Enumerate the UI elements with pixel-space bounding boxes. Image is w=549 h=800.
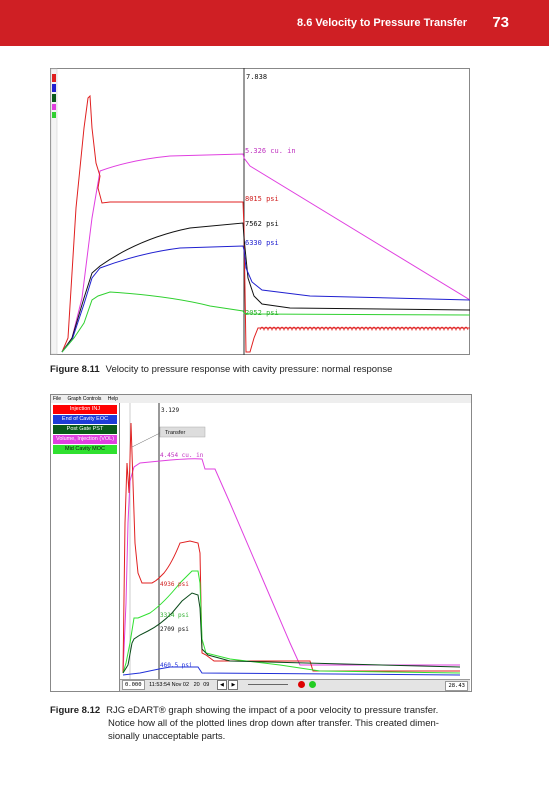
legend-panel: Injection INJ End of Cavity EOC Post Gat…	[51, 403, 120, 691]
caption-text: Velocity to pressure response with cavit…	[105, 364, 393, 375]
post-gate-label: 2709 psi	[160, 626, 189, 633]
injection-label: 8015 psi	[245, 195, 279, 203]
injection-curve	[61, 94, 470, 353]
injection-curve	[122, 422, 460, 674]
moc-label: 3314 psi	[160, 612, 189, 619]
figure-label: Figure 8.12	[50, 705, 101, 716]
caption-line-1: RJG eDART® graph showing the impact of a…	[106, 705, 439, 716]
eoc-label: 460.5 psi	[160, 662, 193, 669]
page-header: 8.6 Velocity to Pressure Transfer 73	[0, 0, 549, 46]
figure-8-12-graph: 3.129 Transfer 4.454 cu. in 4936 psi 331…	[122, 403, 461, 679]
prev-button[interactable]: ◀	[216, 680, 227, 690]
eoc-label: 6330 psi	[245, 239, 279, 247]
counter-b: 09	[203, 682, 210, 688]
timestamp: 11:53:54 Nov 02	[149, 682, 190, 688]
bottom-toolbar: 0.000 11:53:54 Nov 02 20 09 ◀ ▶ 28.43	[120, 679, 470, 691]
figure-8-12-window: File Graph Controls Help Injection INJ E…	[50, 394, 472, 692]
legend-mid-cavity[interactable]: Mid Cavity MOC	[53, 445, 117, 454]
volume-curve	[61, 153, 470, 353]
top-value: 3.129	[161, 407, 179, 414]
volume-curve	[122, 458, 460, 674]
mid-cavity-curve	[61, 291, 470, 353]
moc-label: 2052 psi	[245, 309, 279, 317]
page-number: 73	[492, 14, 509, 31]
legend-post-gate[interactable]: Post Gate PST	[53, 425, 117, 434]
volume-label: 4.454 cu. in	[160, 452, 204, 459]
menu-graph-controls[interactable]: Graph Controls	[67, 396, 102, 402]
menu-bar: File Graph Controls Help	[51, 395, 471, 403]
counter-a: 20	[193, 682, 200, 688]
timeline-slider[interactable]	[247, 684, 288, 686]
next-button[interactable]: ▶	[228, 680, 239, 690]
transfer-label: Transfer	[165, 430, 185, 436]
menu-file[interactable]: File	[53, 396, 62, 402]
post-gate-curve	[61, 222, 470, 353]
post-gate-curve	[122, 592, 461, 674]
post-gate-label: 7562 psi	[245, 220, 279, 228]
figure-label: Figure 8.11	[50, 364, 100, 375]
section-title: 8.6 Velocity to Pressure Transfer	[297, 17, 467, 29]
legend-end-of-cavity[interactable]: End of Cavity EOC	[53, 415, 117, 424]
top-value: 7.838	[246, 73, 267, 81]
figure-8-11-graph: 7.838 5.326 cu. in 8015 psi 7562 psi 633…	[50, 68, 470, 355]
volume-label: 5.326 cu. in	[245, 147, 296, 155]
caption-line-3: sionally unacceptable parts.	[108, 731, 226, 742]
end-of-cavity-curve	[122, 666, 461, 676]
injection-label: 4936 psi	[160, 581, 189, 588]
end-value: 28.43	[445, 681, 468, 691]
figure-8-11-caption: Figure 8.11 Velocity to pressure response…	[50, 363, 510, 376]
stop-icon[interactable]	[297, 681, 305, 689]
menu-help[interactable]: Help	[107, 396, 119, 402]
end-of-cavity-curve	[61, 245, 470, 353]
legend-volume[interactable]: Volume, Injection (VOL)	[53, 435, 117, 444]
go-icon[interactable]	[309, 681, 317, 689]
start-value: 0.000	[122, 680, 145, 690]
legend-injection[interactable]: Injection INJ	[53, 405, 117, 414]
caption-line-2: Notice how all of the plotted lines drop…	[108, 718, 439, 729]
figure-8-12-caption: Figure 8.12 RJG eDART® graph showing the …	[50, 704, 490, 743]
